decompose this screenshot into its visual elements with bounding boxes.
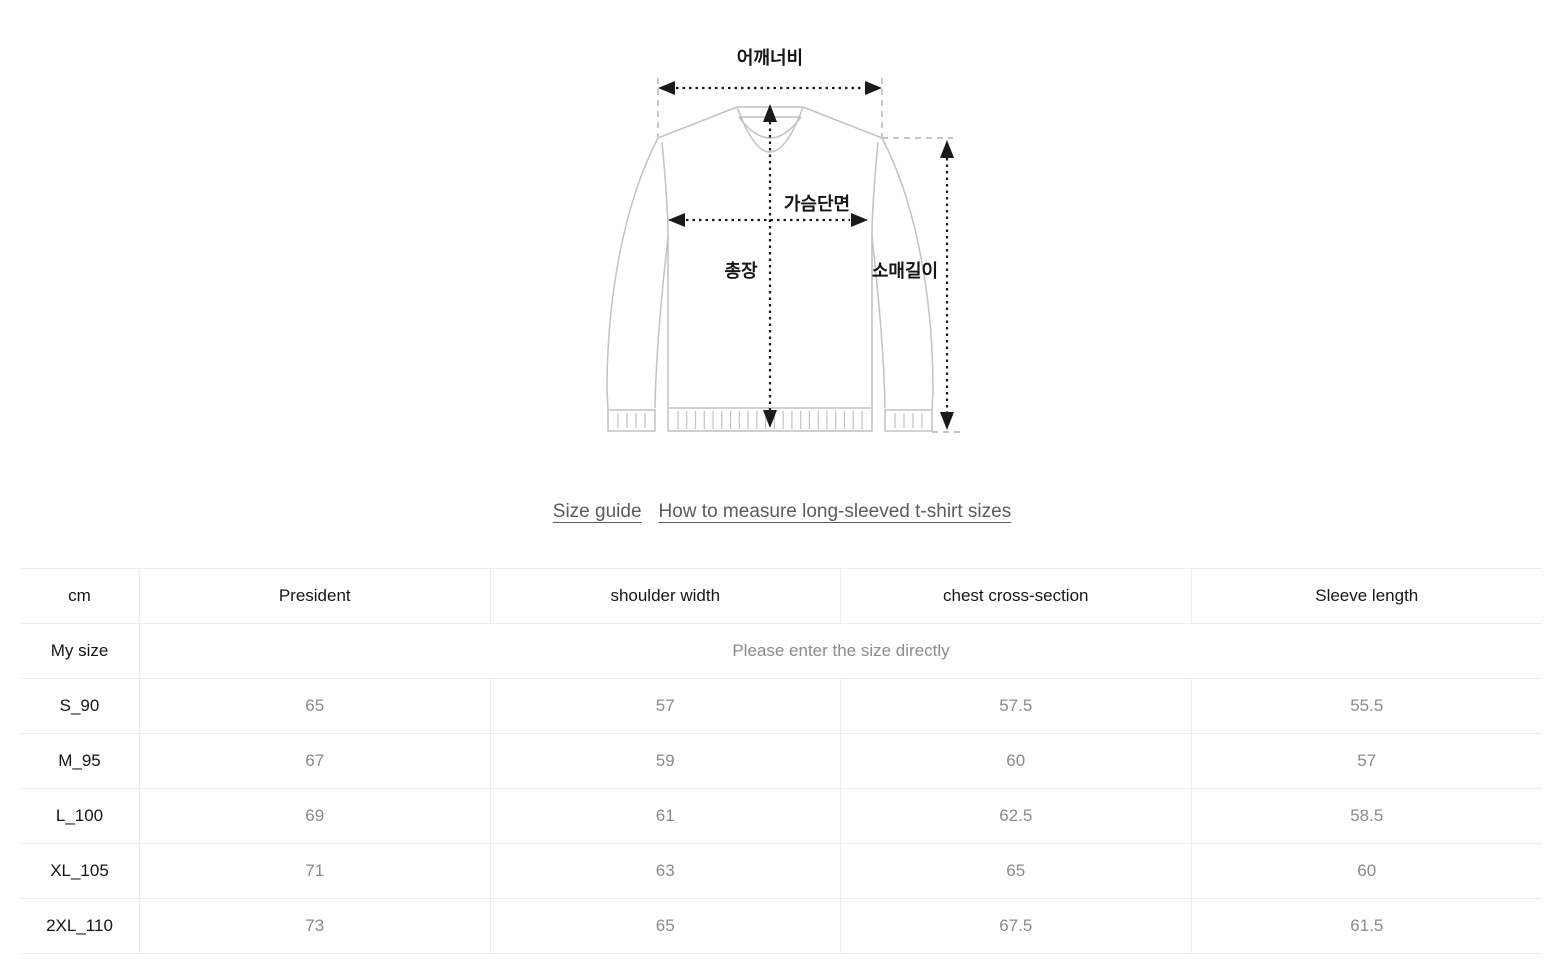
value-cell: 57	[490, 679, 841, 734]
value-cell: 57	[1191, 734, 1542, 789]
right-cuff-rib-texture	[894, 413, 923, 428]
shoulder-width-label: 어깨너비	[737, 48, 803, 68]
how-to-measure-link[interactable]: How to measure long-sleeved t-shirt size…	[658, 501, 1012, 522]
value-cell: 65	[490, 899, 841, 954]
column-header-unit: cm	[20, 569, 140, 624]
value-cell: 62.5	[841, 789, 1192, 844]
total-length-arrow	[763, 104, 777, 428]
value-cell: 65	[841, 844, 1192, 899]
my-size-input[interactable]: Please enter the size directly	[140, 624, 1542, 679]
size-row-label: 2XL_110	[20, 899, 140, 954]
size-guide-links: Size guide How to measure long-sleeved t…	[0, 501, 1564, 523]
column-header-chest-cross-section: chest cross-section	[841, 569, 1192, 624]
value-cell: 65	[140, 679, 491, 734]
sleeve-length-label: 소매길이	[872, 260, 938, 281]
value-cell: 69	[140, 789, 491, 844]
value-cell: 61.5	[1191, 899, 1542, 954]
size-row-label: XL_105	[20, 844, 140, 899]
chest-cross-section-arrow	[668, 213, 868, 227]
value-cell: 61	[490, 789, 841, 844]
size-row-label: L_100	[20, 789, 140, 844]
column-header-shoulder-width: shoulder width	[490, 569, 841, 624]
sleeve-length-arrow	[940, 140, 954, 430]
shoulder-width-arrow	[658, 81, 882, 95]
column-header-sleeve-length: Sleeve length	[1191, 569, 1542, 624]
guide-lines	[657, 78, 962, 433]
value-cell: 60	[841, 734, 1192, 789]
left-cuff-rib-texture	[617, 413, 646, 428]
value-cell: 57.5	[841, 679, 1192, 734]
tshirt-measure-diagram: 어깨너비 가슴단면 총장 소매길이	[606, 48, 962, 433]
size-guide-link[interactable]: Size guide	[552, 501, 642, 522]
value-cell: 55.5	[1191, 679, 1542, 734]
size-table: cm President shoulder width chest cross-…	[20, 568, 1542, 954]
my-size-row-label: My size	[20, 624, 140, 679]
value-cell: 59	[490, 734, 841, 789]
value-cell: 60	[1191, 844, 1542, 899]
value-cell: 58.5	[1191, 789, 1542, 844]
value-cell: 67.5	[841, 899, 1192, 954]
chest-cross-section-label: 가슴단면	[784, 194, 850, 214]
value-cell: 71	[140, 844, 491, 899]
size-row-label: M_95	[20, 734, 140, 789]
size-row-label: S_90	[20, 679, 140, 734]
value-cell: 63	[490, 844, 841, 899]
value-cell: 73	[140, 899, 491, 954]
column-header-total-length: President	[140, 569, 491, 624]
value-cell: 67	[140, 734, 491, 789]
sweater-outline-drawing	[606, 106, 934, 432]
total-length-label: 총장	[724, 261, 758, 281]
